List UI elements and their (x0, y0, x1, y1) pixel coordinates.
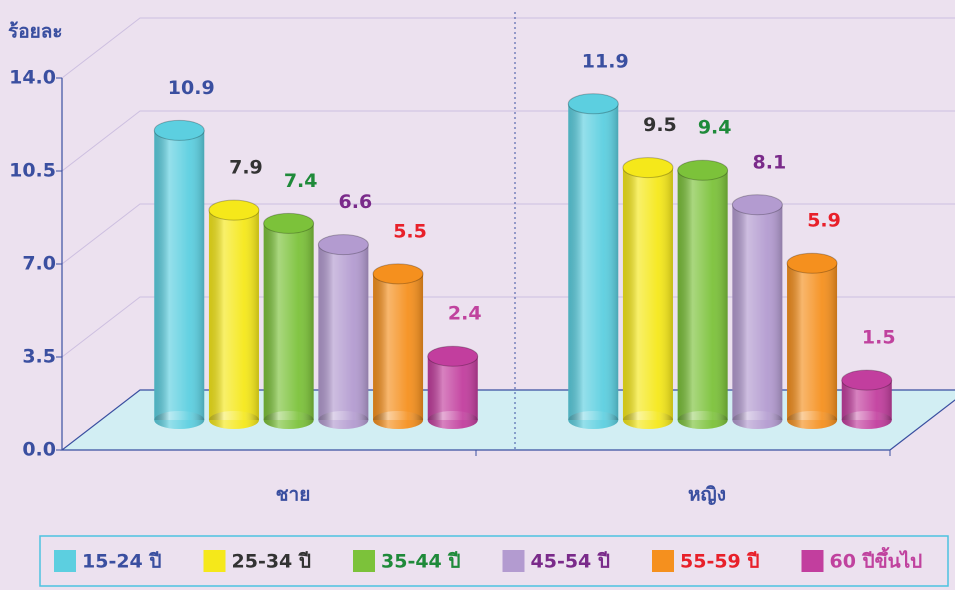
bar-shade (318, 244, 369, 420)
bar-base-shade (622, 411, 673, 429)
bar-base-shade (732, 411, 783, 429)
legend-swatch (502, 550, 525, 572)
data-label: 9.4 (698, 117, 732, 139)
bar-base-shade (568, 411, 619, 429)
data-label: 8.1 (753, 151, 787, 173)
legend-label: 15-24 ปี (82, 551, 161, 573)
bar-top (841, 369, 893, 391)
legend-swatch (801, 550, 824, 572)
bar-base-shade (318, 411, 369, 429)
bar-shade (622, 167, 673, 420)
data-label: 11.9 (582, 50, 629, 72)
bar-base-shade (841, 411, 892, 429)
bar-shade (263, 223, 314, 420)
y-tick-label: 0.0 (22, 439, 56, 461)
bar-shade (787, 263, 838, 420)
data-label: 6.6 (339, 191, 373, 213)
bar-top (263, 212, 315, 234)
bar-shade (568, 103, 619, 421)
bar-base-shade (208, 411, 259, 429)
data-label: 5.5 (393, 220, 427, 242)
y-tick-label: 7.0 (22, 253, 56, 275)
grid-line (61, 110, 955, 172)
bar-top (731, 194, 783, 216)
legend-label: 60 ปีขึ้นไป (830, 547, 923, 573)
data-label: 7.4 (284, 170, 318, 192)
data-label: 5.9 (807, 210, 841, 232)
bar-base-shade (787, 411, 838, 429)
grid-line (61, 17, 955, 79)
bar-top (622, 157, 674, 179)
y-tick-label: 10.5 (9, 160, 56, 182)
data-label: 7.9 (229, 157, 263, 179)
legend-swatch (353, 550, 375, 572)
bar-top (208, 199, 260, 221)
legend-swatch (652, 550, 674, 572)
bar-base-shade (263, 411, 314, 429)
bar-shade (154, 130, 205, 420)
data-label: 2.4 (448, 303, 482, 325)
legend-label: 45-54 ปี (531, 551, 610, 573)
bar-base-shade (154, 411, 205, 429)
bar-top (567, 93, 619, 115)
x-tick-label: หญิง (688, 484, 726, 506)
data-label: 9.5 (643, 114, 677, 136)
bar-top (786, 252, 838, 274)
bar-shade (373, 273, 424, 420)
bar-base-shade (373, 411, 424, 429)
y-tick-label: 3.5 (22, 346, 56, 368)
bar-top (372, 263, 424, 285)
data-label: 10.9 (168, 77, 215, 99)
bar-top (677, 159, 729, 181)
y-axis-title: ร้อยละ (8, 21, 63, 43)
legend-label: 25-34 ปี (232, 551, 311, 573)
data-label: 1.5 (862, 327, 896, 349)
bar-top (317, 234, 369, 256)
bar-top (427, 345, 479, 367)
bar-shade (208, 210, 259, 420)
bar-shade (427, 356, 478, 420)
legend-label: 35-44 ปี (381, 551, 460, 573)
y-tick-label: 14.0 (9, 67, 56, 89)
bar-base-shade (677, 411, 728, 429)
bar-base-shade (427, 411, 478, 429)
legend-swatch (203, 550, 226, 572)
legend-box (39, 535, 949, 587)
bar-top (153, 119, 205, 141)
bar-shade (677, 170, 728, 420)
bar-shade (732, 204, 783, 420)
legend-label: 55-59 ปี (680, 551, 759, 573)
legend-swatch (54, 550, 76, 572)
x-tick-label: ชาย (276, 484, 311, 506)
